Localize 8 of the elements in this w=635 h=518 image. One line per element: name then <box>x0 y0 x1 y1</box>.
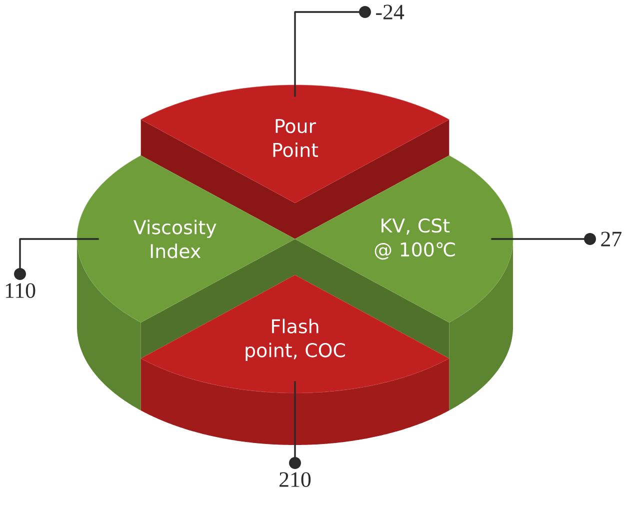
data-label: 110 <box>6 283 36 298</box>
data-label: -24 <box>376 4 404 20</box>
data-label: 210 <box>280 472 311 487</box>
data-label: 27 <box>601 232 622 246</box>
category-label: KV, CSt @ 100℃ <box>374 218 455 260</box>
category-label: Flash point, COC <box>246 318 345 362</box>
category-label: Pour Point <box>273 119 318 158</box>
category-label: Viscosity Index <box>134 220 216 258</box>
